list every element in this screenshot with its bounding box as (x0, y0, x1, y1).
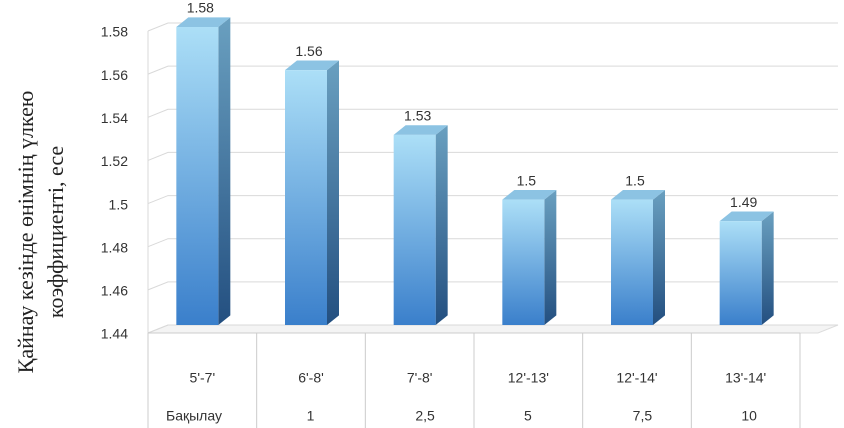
bar-side (761, 211, 774, 325)
bar-top (611, 189, 665, 200)
x-tick-label: 6'-8' (298, 370, 324, 386)
y-axis-label: Қайнау кезінде өнімнің үлкею (13, 91, 38, 374)
data-label: 1.5 (625, 172, 645, 188)
data-label: 1.56 (295, 43, 322, 59)
y-tick-label: 1.56 (101, 67, 128, 83)
data-label: 1.49 (730, 194, 757, 210)
bar-top (393, 125, 448, 135)
bar (393, 134, 436, 325)
bar (611, 199, 653, 325)
y-tick-label: 1.54 (101, 110, 128, 126)
bar-top (285, 60, 339, 71)
grid-line (147, 22, 838, 32)
bar-side (218, 17, 231, 326)
x-tick-label: 13'-14' (725, 370, 766, 386)
bar (176, 27, 219, 325)
x-tick-label-2: 2,5 (415, 408, 435, 424)
bar-top (719, 211, 774, 222)
x-tick-label-2: 5 (524, 408, 532, 424)
x-tick-label-2: 10 (741, 408, 757, 424)
y-tick-label: 1.48 (101, 239, 128, 255)
bar-side (435, 125, 448, 325)
y-tick-label: 1.5 (109, 196, 129, 212)
bar-top (502, 189, 557, 200)
data-label: 1.58 (187, 0, 214, 16)
grid-line (147, 65, 838, 75)
bar-side (544, 189, 557, 325)
x-tick-label-2: Бақылау (166, 408, 222, 424)
bar-side (653, 189, 665, 325)
bar (719, 221, 762, 325)
x-tick-label: 5'-7' (190, 370, 216, 386)
y-tick-label: 1.52 (101, 153, 128, 169)
x-tick-label: 12'-14' (616, 370, 657, 386)
y-axis-label: коэффициенті, есе (43, 146, 68, 318)
y-tick-label: 1.46 (101, 283, 128, 299)
data-label: 1.5 (517, 172, 537, 188)
grid-line (147, 108, 838, 118)
bar-side (327, 60, 339, 326)
bar-top (176, 17, 231, 27)
bar (285, 70, 327, 326)
x-tick-label-2: 1 (307, 408, 315, 424)
bar (502, 199, 545, 325)
floor (147, 324, 839, 334)
y-tick-label: 1.44 (101, 326, 128, 342)
x-tick-label-2: 7,5 (633, 408, 653, 424)
data-label: 1.53 (404, 108, 431, 124)
plot: 1.44 1.46 1.48 1.5 1.52 1.54 1.56 1.58 5'-7' Бақы… (101, 0, 839, 428)
x-tick-label: 12'-13' (508, 370, 549, 386)
grid-line (147, 195, 838, 205)
grid-line (147, 151, 838, 161)
y-tick-label: 1.58 (101, 24, 128, 40)
x-tick-label: 7'-8' (407, 370, 433, 386)
